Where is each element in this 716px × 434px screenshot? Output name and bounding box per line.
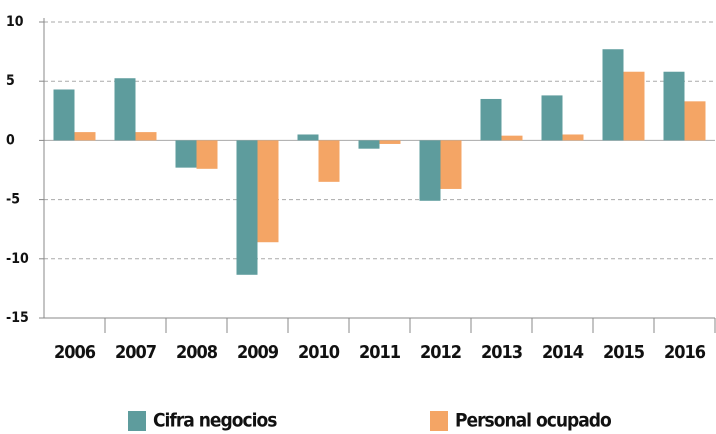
legend-label: Personal ocupado bbox=[455, 410, 612, 432]
bar bbox=[358, 140, 380, 149]
bar bbox=[257, 140, 279, 243]
bar bbox=[440, 140, 462, 189]
legend-swatch bbox=[128, 411, 146, 431]
x-tick-label: 2006 bbox=[54, 342, 96, 363]
bar bbox=[684, 101, 706, 141]
bar bbox=[663, 71, 685, 141]
legend-label: Cifra negocios bbox=[153, 410, 277, 432]
bar bbox=[562, 134, 584, 141]
bar bbox=[114, 78, 136, 141]
bar bbox=[602, 49, 624, 141]
y-tick-label: -10 bbox=[6, 251, 29, 267]
legend-swatch bbox=[430, 411, 448, 431]
bar bbox=[379, 140, 401, 144]
bar bbox=[541, 95, 563, 141]
x-tick-label: 2010 bbox=[298, 342, 340, 363]
y-tick-label: -15 bbox=[6, 310, 29, 326]
bar bbox=[175, 140, 197, 168]
x-tick-label: 2014 bbox=[542, 342, 584, 363]
bar bbox=[135, 132, 157, 141]
bar bbox=[480, 98, 502, 141]
bar bbox=[74, 132, 96, 141]
y-tick-label: 0 bbox=[6, 132, 15, 148]
bar bbox=[297, 134, 319, 141]
x-tick-label: 2007 bbox=[115, 342, 156, 363]
y-tick-label: -5 bbox=[6, 192, 20, 208]
x-tick-label: 2011 bbox=[359, 342, 401, 363]
bar bbox=[196, 140, 218, 169]
bar bbox=[623, 71, 645, 141]
x-tick-label: 2009 bbox=[237, 342, 279, 363]
bar bbox=[419, 140, 441, 201]
x-tick-label: 2013 bbox=[481, 342, 522, 363]
bar bbox=[318, 140, 340, 182]
y-tick-label: 10 bbox=[6, 14, 24, 30]
x-tick-label: 2008 bbox=[176, 342, 218, 363]
x-tick-label: 2015 bbox=[603, 342, 645, 363]
y-tick-label: 5 bbox=[6, 73, 15, 89]
bar bbox=[53, 89, 75, 141]
x-tick-label: 2012 bbox=[420, 342, 461, 363]
x-tick-label: 2016 bbox=[664, 342, 706, 363]
bar bbox=[236, 140, 258, 275]
bar bbox=[501, 135, 523, 141]
